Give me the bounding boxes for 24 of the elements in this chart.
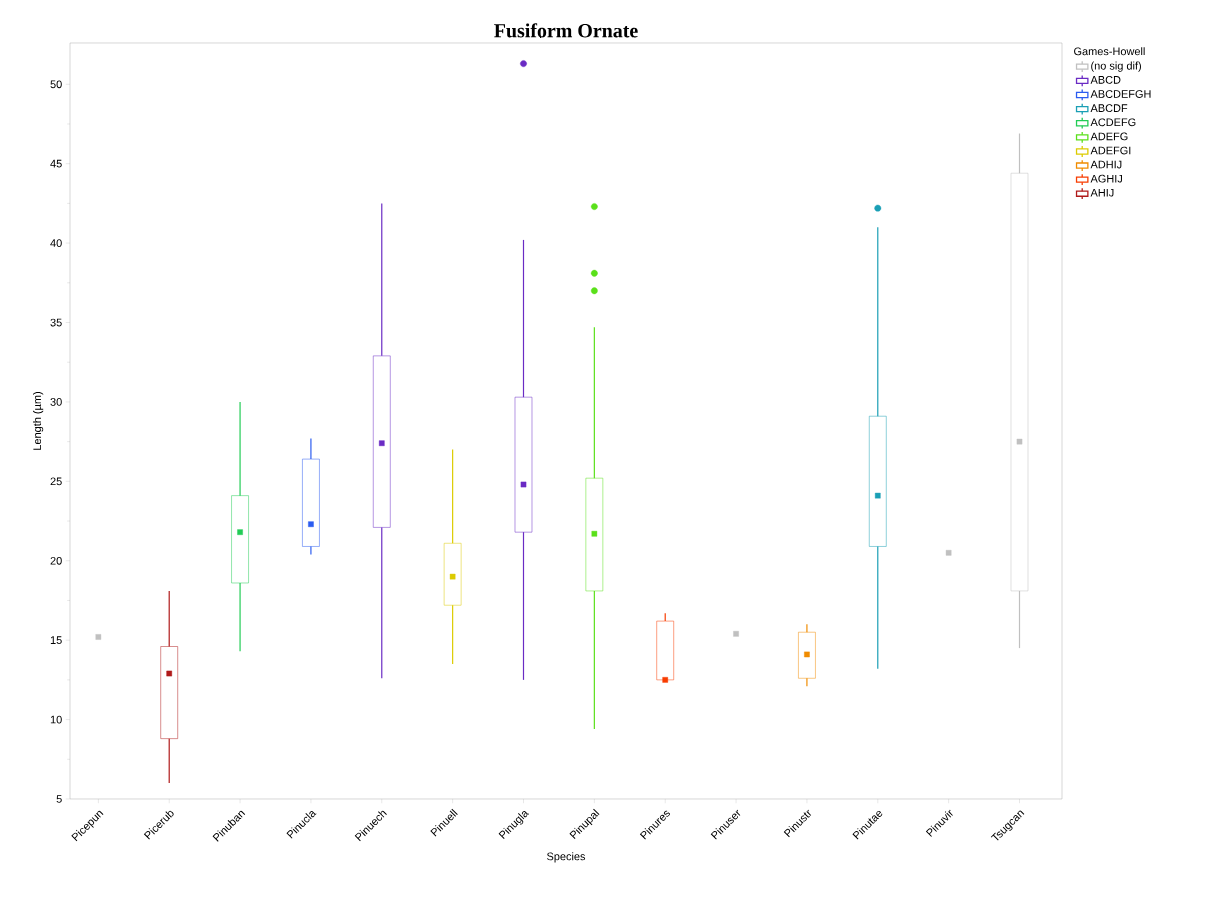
y-tick-label: 30 xyxy=(50,398,62,406)
legend-label: ADEFG xyxy=(1090,132,1128,141)
y-tick-label: 50 xyxy=(50,80,62,89)
legend-label: ABCD xyxy=(1090,76,1121,84)
y-tick-label: 15 xyxy=(50,636,62,644)
legend-label: ACDEFG xyxy=(1090,118,1136,127)
legend-label: AGHIJ xyxy=(1090,174,1122,183)
legend-label: ADEFGI xyxy=(1090,146,1131,155)
y-tick-label: 5 xyxy=(56,795,62,803)
legend-label: (no sig dif) xyxy=(1091,61,1141,72)
y-tick-label: 45 xyxy=(50,159,62,168)
y-axis-title: Length (µm) xyxy=(33,392,44,450)
y-tick-label: 35 xyxy=(50,318,62,327)
legend-label: ABCDEFGH xyxy=(1090,90,1151,98)
legend-title: Games-Howell xyxy=(1074,47,1145,56)
x-axis-title: Species xyxy=(547,852,586,863)
y-tick-label: 20 xyxy=(50,556,62,565)
y-tick-label: 10 xyxy=(50,715,62,724)
legend-label: ABCDF xyxy=(1090,104,1128,113)
y-tick-label: 25 xyxy=(50,477,62,486)
legend-label: ADHIJ xyxy=(1090,160,1122,169)
legend-label: AHIJ xyxy=(1090,188,1114,197)
y-tick-label: 40 xyxy=(50,239,62,247)
chart-title: Fusiform Ornate xyxy=(494,23,638,38)
